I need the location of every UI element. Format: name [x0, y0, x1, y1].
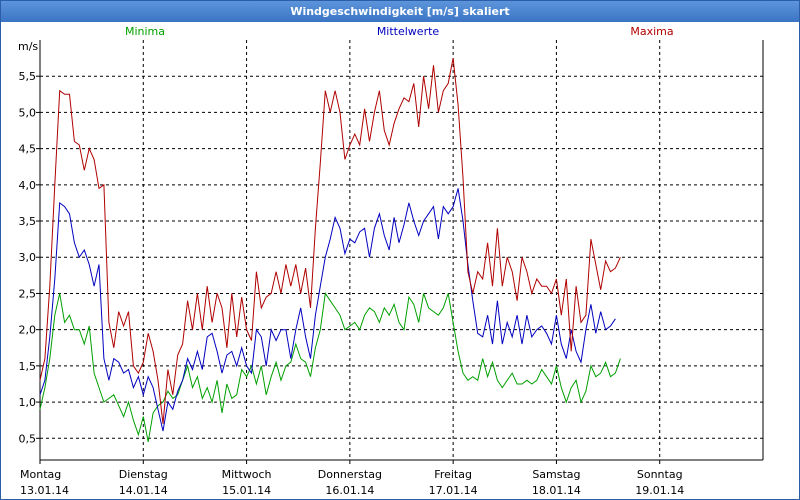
y-tick-label: 4,0	[19, 179, 37, 192]
x-tick-labels: Montag 13.01.14 Dienstag 14.01.14 Mittwoch 15…	[20, 460, 684, 497]
x-tick-date-label: 15.01.14	[222, 484, 271, 497]
x-tick-date-label: 16.01.14	[325, 484, 374, 497]
y-tick-labels: 0,5 1,0 1,5 2,0 2,5 3,0 3,5 4,0 4,5 5,0 5,5	[19, 70, 40, 445]
y-tick-label: 1,5	[19, 360, 37, 373]
legend: Minima Mittelwerte Maxima	[125, 25, 674, 38]
legend-entry-mittelwerte: Mittelwerte	[377, 25, 440, 38]
grid-lines	[40, 40, 763, 460]
y-tick-label: 3,0	[19, 251, 37, 264]
x-tick-date-label: 13.01.14	[20, 484, 69, 497]
y-tick-label: 5,5	[19, 70, 37, 83]
x-tick-day-label: Mittwoch	[222, 468, 272, 481]
x-tick-date-label: 14.01.14	[119, 484, 168, 497]
x-tick-date-label: 19.01.14	[635, 484, 684, 497]
chart-title: Windgeschwindigkeit [m/s] skaliert	[1, 1, 799, 22]
y-tick-label: 2,0	[19, 324, 37, 337]
y-tick-label: 2,5	[19, 287, 37, 300]
legend-entry-maxima: Maxima	[630, 25, 673, 38]
x-tick-day-label: Montag	[20, 468, 61, 481]
series-lines	[39, 58, 621, 442]
x-tick-date-label: 18.01.14	[532, 484, 581, 497]
x-tick-date-label: 17.01.14	[429, 484, 478, 497]
x-tick-day-label: Samstag	[532, 468, 580, 481]
y-axis-unit-label: m/s	[18, 40, 38, 53]
y-tick-label: 0,5	[19, 432, 37, 445]
legend-entry-minima: Minima	[125, 25, 165, 38]
y-tick-label: 3,5	[19, 215, 37, 228]
y-tick-label: 1,0	[19, 396, 37, 409]
x-tick-day-label: Dienstag	[119, 468, 168, 481]
y-tick-label: 4,5	[19, 143, 37, 156]
y-tick-label: 5,0	[19, 106, 37, 119]
series-line-minima	[39, 292, 621, 442]
x-tick-day-label: Donnerstag	[318, 468, 382, 481]
x-tick-day-label: Sonntag	[637, 468, 683, 481]
series-line-maxima	[39, 58, 621, 424]
series-line-mittelwerte	[39, 188, 616, 432]
x-tick-day-label: Freitag	[434, 468, 472, 481]
